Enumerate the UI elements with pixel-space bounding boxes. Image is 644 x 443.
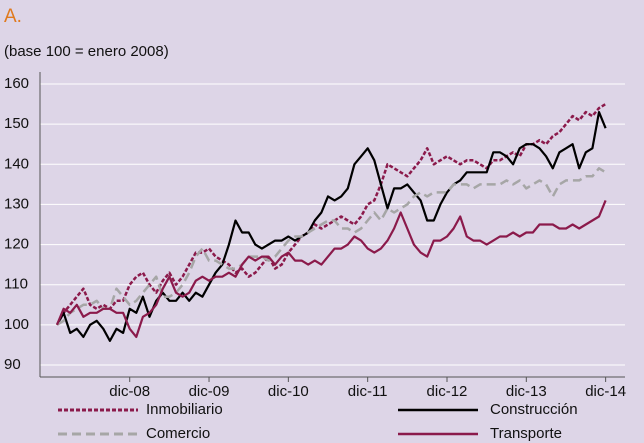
y-tick-label: 110 (4, 276, 28, 293)
y-tick-label: 120 (4, 236, 29, 253)
y-tick-label: 150 (4, 115, 29, 132)
y-tick-label: 90 (4, 356, 21, 373)
x-tick-label: dic-11 (348, 383, 388, 400)
chart-subtitle: (base 100 = enero 2008) (4, 43, 169, 60)
x-tick-label: dic-12 (427, 383, 468, 400)
legend-label: Construcción (490, 401, 578, 418)
y-tick-label: 100 (4, 316, 29, 333)
x-tick-label: dic-09 (189, 383, 230, 400)
chart-title: A. (4, 6, 22, 27)
x-tick-label: dic-14 (585, 383, 626, 400)
line-series (55, 199, 607, 338)
legend-label: Transporte (490, 425, 562, 442)
y-tick-label: 160 (4, 75, 29, 92)
legend-label: Comercio (146, 425, 210, 442)
legend-label: Inmobiliario (146, 401, 223, 418)
x-tick-label: dic-13 (506, 383, 547, 400)
x-tick-label: dic-10 (268, 383, 309, 400)
line-series (55, 103, 607, 326)
y-tick-label: 140 (4, 155, 29, 172)
line-series (56, 167, 607, 326)
x-tick-label: dic-08 (109, 383, 150, 400)
y-tick-label: 130 (4, 195, 29, 212)
